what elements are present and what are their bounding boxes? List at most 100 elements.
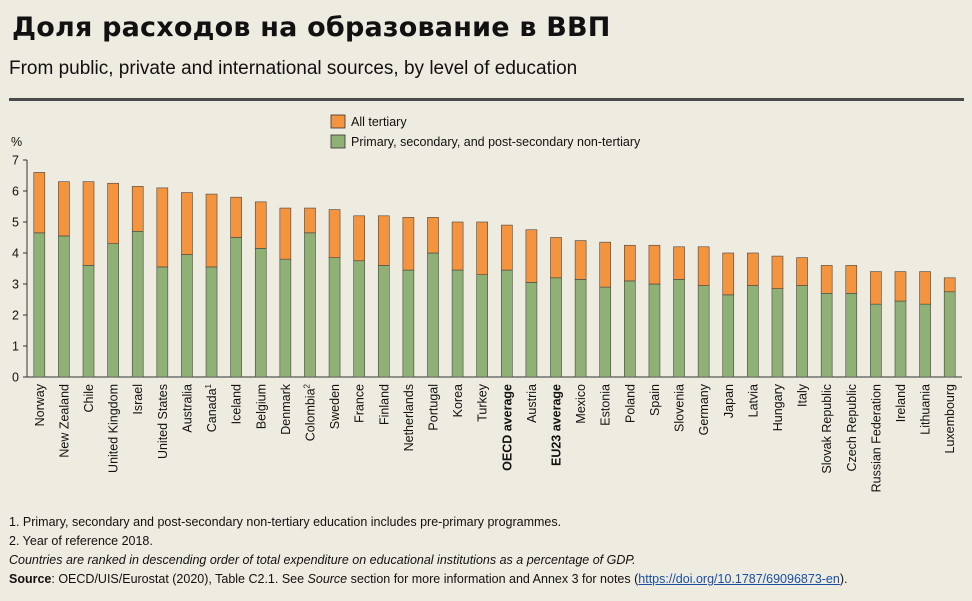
category-name: Russian Federation	[869, 384, 883, 492]
x-tick-label: Australia	[180, 384, 194, 433]
bar-primary-secondary	[820, 293, 833, 378]
x-tick-label: France	[353, 384, 367, 423]
footnote-2: 2. Year of reference 2018.	[9, 534, 153, 548]
bar-primary-secondary	[697, 285, 710, 378]
bar-tertiary	[82, 181, 95, 266]
bar-tertiary	[328, 209, 341, 258]
bar-primary-secondary	[722, 294, 735, 378]
y-tick-label: 3	[12, 278, 19, 292]
bar-tertiary	[476, 221, 488, 276]
chart-subtitle: From public, private and international s…	[9, 58, 578, 79]
category-name: Hungary	[771, 383, 785, 431]
bar-primary-secondary	[870, 303, 882, 378]
x-tick-label: Latvia	[746, 384, 760, 417]
bar-tertiary	[353, 215, 365, 262]
category-name: Iceland	[230, 384, 244, 424]
x-tick-label: Italy	[796, 383, 810, 407]
category-footnote-mark: 1	[204, 383, 213, 388]
bar-primary-secondary	[205, 266, 218, 378]
y-tick-label: 5	[12, 216, 19, 230]
bar-primary-secondary	[279, 258, 292, 378]
category-name: EU23 average	[550, 384, 564, 466]
bar-primary-secondary	[58, 235, 70, 378]
x-tick-label: Canada1	[204, 383, 219, 432]
x-tick-label: OECD average	[500, 384, 514, 471]
bar-primary-secondary	[451, 269, 464, 378]
bar-tertiary	[107, 182, 119, 245]
category-name: Ireland	[894, 384, 908, 422]
category-name: United Kingdom	[107, 384, 121, 473]
source-note: Source: OECD/UIS/Eurostat (2020), Table …	[9, 570, 969, 589]
x-tick-label: Sweden	[328, 384, 342, 429]
chart-title: Доля расходов на образование в ВВП	[12, 12, 611, 43]
bar-tertiary	[156, 187, 169, 268]
category-name: Lithuania	[919, 384, 933, 435]
bar-tertiary	[722, 252, 735, 296]
bar-primary-secondary	[648, 283, 661, 378]
x-tick-label: Iceland	[230, 384, 244, 424]
bar-tertiary	[574, 240, 587, 280]
category-name: Italy	[796, 383, 810, 407]
category-name: Slovenia	[673, 384, 687, 432]
y-tick-label: 6	[12, 185, 19, 199]
x-tick-label: EU23 average	[550, 384, 564, 466]
footnote-1: 1. Primary, secondary and post-secondary…	[9, 515, 562, 529]
bar-primary-secondary	[402, 269, 415, 378]
bar-primary-secondary	[254, 248, 267, 378]
x-tick-label: Luxembourg	[943, 384, 957, 454]
x-tick-label: Portugal	[426, 384, 440, 431]
bar-tertiary	[796, 257, 808, 286]
x-tick-label: Hungary	[771, 383, 785, 431]
bar-tertiary	[427, 217, 439, 254]
bar-primary-secondary	[377, 265, 390, 378]
x-tick-label: Netherlands	[402, 384, 416, 451]
bar-primary-secondary	[304, 232, 316, 378]
bar-primary-secondary	[501, 269, 513, 378]
bar-primary-secondary	[82, 265, 95, 378]
x-tick-label: Norway	[33, 383, 47, 426]
category-name: Belgium	[254, 384, 268, 429]
source-label: Source	[9, 572, 52, 586]
category-name: Portugal	[426, 384, 440, 431]
legend-swatch	[330, 114, 346, 129]
y-tick-label: 1	[12, 340, 19, 354]
bar-tertiary	[697, 246, 710, 286]
category-name: Austria	[525, 384, 539, 423]
legend-swatch	[330, 134, 346, 149]
y-tick-label: 4	[12, 247, 19, 261]
bar-primary-secondary	[476, 274, 488, 378]
bar-tertiary	[919, 271, 931, 305]
y-tick-label: 0	[12, 371, 19, 385]
x-tick-label: Germany	[697, 383, 711, 435]
category-name: Mexico	[574, 384, 588, 424]
category-footnote-mark: 2	[302, 383, 311, 388]
category-name: Colombia	[303, 388, 317, 441]
bar-tertiary	[402, 217, 415, 271]
bar-tertiary	[624, 244, 636, 282]
bar-primary-secondary	[328, 257, 341, 378]
category-name: Germany	[697, 383, 711, 435]
bar-tertiary	[279, 207, 292, 260]
category-name: Czech Republic	[845, 384, 859, 472]
category-name: Luxembourg	[943, 384, 957, 454]
bar-primary-secondary	[796, 285, 808, 378]
category-name: Spain	[648, 384, 662, 416]
bar-tertiary	[648, 244, 661, 285]
category-name: Japan	[722, 384, 736, 418]
bar-tertiary	[205, 193, 218, 268]
category-name: Canada	[205, 388, 219, 432]
source-text-end: ).	[839, 572, 848, 586]
bar-primary-secondary	[33, 232, 46, 378]
category-name: Estonia	[599, 384, 613, 426]
bar-tertiary	[131, 186, 144, 232]
source-link[interactable]: https://doi.org/10.1787/69096873-en	[638, 572, 840, 586]
stacked-bar-chart: 0 1 2 3 4 5 6 7% All tertiary Primary, secondary,…	[11, 114, 962, 492]
source-text-italic: Source	[307, 572, 348, 586]
category-name: Norway	[33, 383, 47, 426]
x-tick-label: United Kingdom	[107, 384, 121, 473]
bar-tertiary	[525, 229, 538, 283]
x-tick-label: Slovenia	[673, 384, 687, 432]
ranking-note: Countries are ranked in descending order…	[9, 553, 636, 567]
bar-tertiary	[845, 265, 858, 294]
category-name: Slovak Republic	[820, 384, 834, 474]
